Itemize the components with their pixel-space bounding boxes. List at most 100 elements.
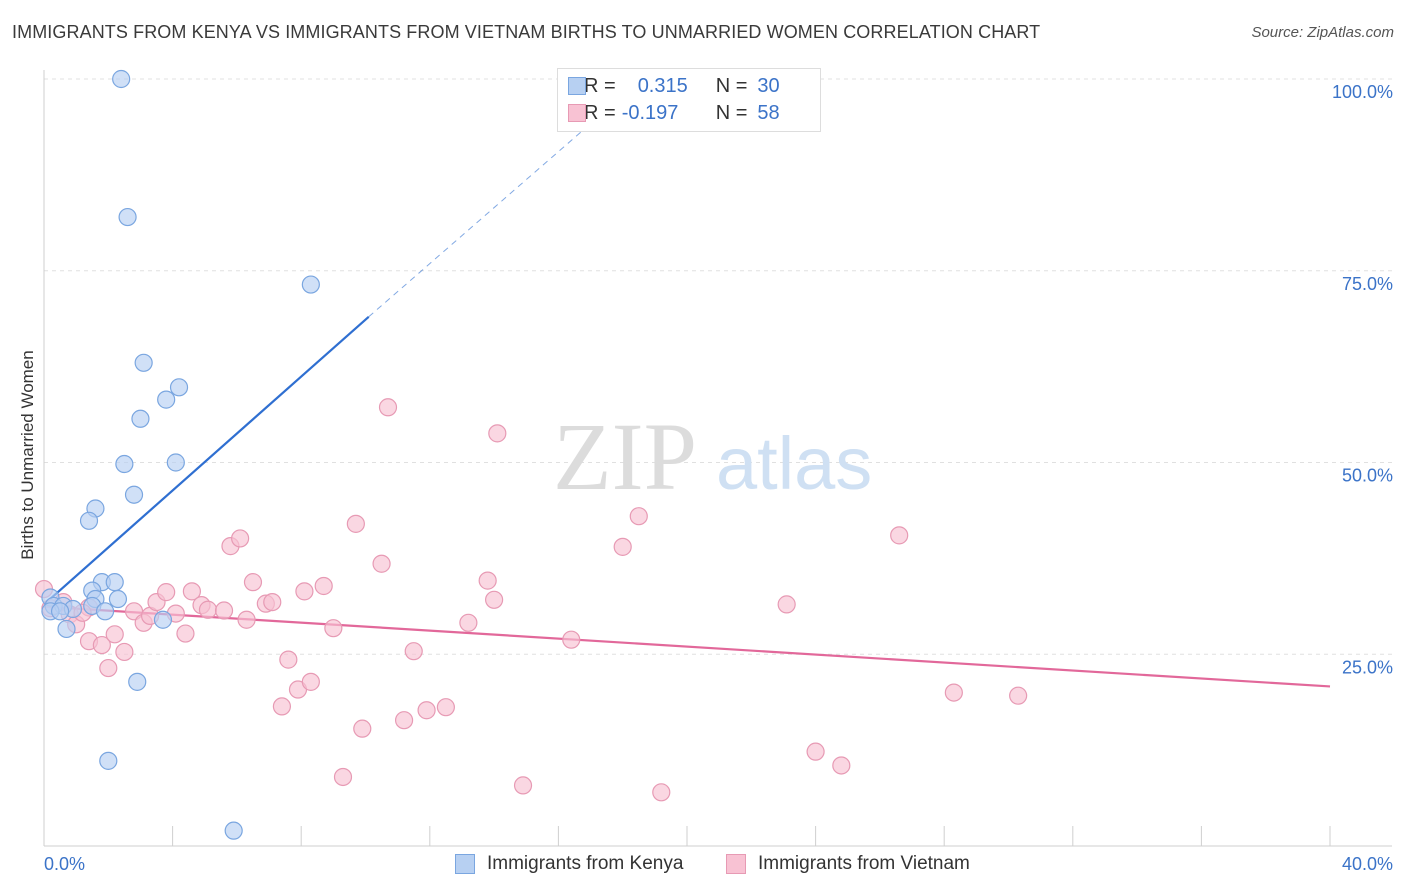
kenya-point xyxy=(99,751,118,770)
vietnam-legend-swatch xyxy=(726,854,746,874)
correlation-legend: R = 0.315 N = 30 R = -0.197 N = 58 xyxy=(557,68,821,132)
vietnam-legend-label: Immigrants from Vietnam xyxy=(758,853,970,874)
vietnam-point xyxy=(404,642,423,661)
vietnam-point xyxy=(279,650,298,669)
x-tick-label: 40.0% xyxy=(1342,854,1393,874)
kenya-point xyxy=(115,454,134,474)
kenya-point xyxy=(95,602,115,621)
vietnam-point xyxy=(417,701,436,720)
vietnam-point xyxy=(353,719,372,738)
y-tick-label: 75.0% xyxy=(1342,274,1393,294)
vietnam-point xyxy=(513,776,533,795)
vietnam-point xyxy=(890,526,909,545)
kenya-point xyxy=(105,573,124,592)
kenya-point xyxy=(108,589,128,609)
vietnam-point xyxy=(295,582,314,601)
vietnam-point xyxy=(488,424,507,443)
vietnam-point xyxy=(237,610,256,629)
vietnam-point xyxy=(806,742,825,761)
kenya-point xyxy=(224,821,243,840)
vietnam-point xyxy=(613,537,632,556)
bottom-legend-vietnam: Immigrants from Vietnam xyxy=(726,851,970,877)
vietnam-point xyxy=(562,630,581,649)
vietnam-point xyxy=(115,642,134,662)
watermark-atlas: atlas xyxy=(716,422,872,505)
kenya-point xyxy=(112,69,131,89)
vietnam-point xyxy=(777,595,796,614)
kenya-point xyxy=(118,207,137,227)
vietnam-point xyxy=(301,672,320,691)
vietnam-point xyxy=(372,554,391,573)
kenya-point xyxy=(301,275,320,294)
vietnam-point xyxy=(231,529,250,548)
vietnam-point xyxy=(652,783,671,802)
vietnam-point xyxy=(629,507,648,526)
source-label: Source: ZipAtlas.com xyxy=(1251,24,1394,41)
kenya-point xyxy=(57,619,76,639)
vietnam-point xyxy=(272,697,292,716)
vietnam-n-label: N = xyxy=(715,101,748,124)
vietnam-point xyxy=(314,576,333,596)
vietnam-point xyxy=(182,582,201,601)
legend-row-kenya: R = 0.315 N = 30 xyxy=(568,73,780,99)
vietnam-point xyxy=(243,573,263,592)
kenya-r-value: 0.315 xyxy=(637,74,688,97)
vietnam-r-value: -0.197 xyxy=(621,101,679,124)
vietnam-point xyxy=(832,756,851,775)
vietnam-point xyxy=(333,767,353,787)
axes xyxy=(43,70,1392,847)
vietnam-point xyxy=(378,398,398,417)
vietnam-n-value: 58 xyxy=(757,101,780,124)
kenya-point xyxy=(128,672,147,691)
vietnam-point xyxy=(157,583,176,602)
kenya-point xyxy=(79,511,99,530)
gridlines xyxy=(43,78,1392,846)
vietnam-trend-line xyxy=(43,605,1331,688)
y-tick-label: 25.0% xyxy=(1342,657,1393,677)
kenya-swatch xyxy=(568,77,586,95)
vietnam-point xyxy=(1009,686,1028,705)
vietnam-point xyxy=(263,592,282,612)
vietnam-point xyxy=(324,619,343,638)
kenya-point xyxy=(169,378,189,397)
kenya-n-value: 30 xyxy=(757,74,780,97)
vietnam-point xyxy=(105,625,124,644)
vietnam-point xyxy=(394,711,414,730)
y-tick-labels: 25.0% 50.0% 75.0% 100.0% xyxy=(1332,82,1393,677)
kenya-point xyxy=(50,602,70,621)
watermark: ZIP atlas xyxy=(553,403,872,510)
kenya-trend-extension xyxy=(368,109,607,318)
data-points xyxy=(34,69,1028,840)
vietnam-point xyxy=(214,601,234,620)
kenya-point xyxy=(153,610,173,629)
x-tick-label: 0.0% xyxy=(44,854,85,874)
y-tick-label: 100.0% xyxy=(1332,82,1393,102)
vietnam-point xyxy=(176,624,195,643)
y-tick-label: 50.0% xyxy=(1342,466,1393,486)
kenya-point xyxy=(124,485,144,504)
legend-row-vietnam: R = -0.197 N = 58 xyxy=(568,100,780,126)
vietnam-point xyxy=(436,698,455,717)
kenya-point xyxy=(166,453,185,472)
vietnam-point xyxy=(346,514,365,533)
watermark-zip: ZIP xyxy=(553,403,697,510)
vietnam-point xyxy=(92,635,111,655)
bottom-legend-kenya: Immigrants from Kenya xyxy=(455,851,683,877)
trend-lines xyxy=(43,109,1331,688)
vietnam-point xyxy=(198,600,218,619)
vietnam-point xyxy=(944,683,963,702)
kenya-point xyxy=(131,409,150,428)
vietnam-point xyxy=(478,571,497,590)
vietnam-swatch xyxy=(568,104,586,122)
chart-title: IMMIGRANTS FROM KENYA VS IMMIGRANTS FROM… xyxy=(12,22,1041,42)
kenya-point xyxy=(134,353,153,372)
vietnam-point xyxy=(459,613,478,632)
vietnam-point xyxy=(99,658,118,678)
kenya-n-label: N = xyxy=(715,74,748,97)
kenya-legend-label: Immigrants from Kenya xyxy=(487,853,684,874)
kenya-point xyxy=(157,390,176,409)
x-tick-labels: 0.0% 40.0% xyxy=(44,854,1393,874)
kenya-legend-swatch xyxy=(455,854,475,874)
kenya-r-label: R = xyxy=(584,74,616,97)
